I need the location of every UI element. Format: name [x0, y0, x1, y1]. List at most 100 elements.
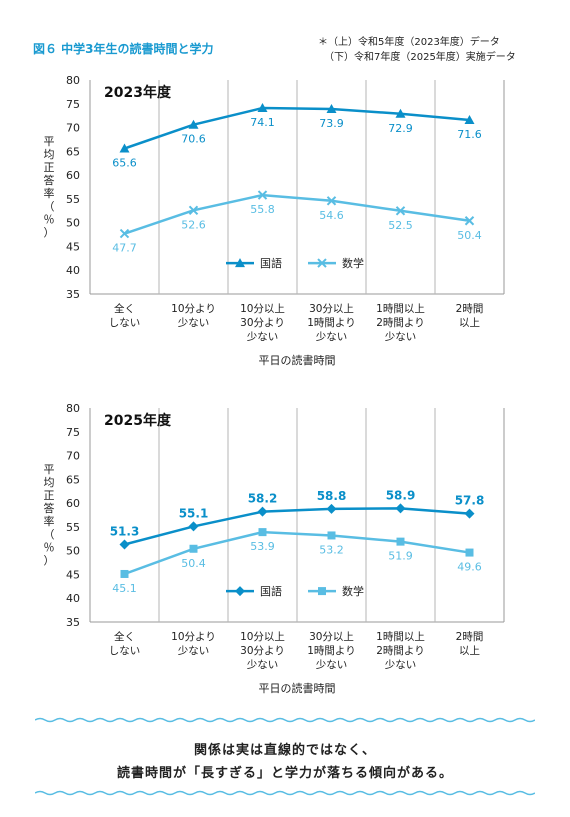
y-tick-label: 75 — [66, 426, 80, 439]
x-tick-label: 1時間より — [307, 645, 355, 657]
x-axis-label: 平日の読書時間 — [259, 353, 336, 367]
data-label: 70.6 — [181, 133, 206, 146]
data-label: 58.9 — [386, 488, 416, 502]
data-point — [464, 114, 475, 124]
legend-label: 数学 — [342, 256, 364, 270]
data-point — [189, 544, 198, 553]
data-point — [120, 569, 129, 578]
y-axis-label-char: 正 — [44, 161, 55, 174]
x-tick-label: しない — [109, 645, 141, 657]
x-tick-label: 10分より — [171, 631, 216, 643]
data-label: 52.6 — [181, 218, 206, 231]
x-tick-label: 1時間以上 — [376, 631, 425, 643]
data-label: 51.9 — [388, 550, 413, 563]
x-tick-label: しない — [109, 317, 141, 329]
x-tick-label: 2時間より — [376, 317, 424, 329]
y-tick-label: 70 — [66, 450, 80, 463]
data-label: 55.8 — [250, 203, 275, 216]
y-axis-label-char: 平 — [44, 463, 55, 476]
data-point-b — [326, 196, 337, 206]
data-point-b — [395, 206, 406, 216]
x-tick-label: 少ない — [247, 331, 279, 343]
data-label: 65.6 — [112, 156, 137, 169]
x-tick-label: 以上 — [459, 645, 480, 657]
y-axis-label-char: 均 — [44, 476, 55, 489]
data-point — [326, 104, 337, 114]
data-label: 50.4 — [181, 557, 206, 570]
legend-marker — [235, 258, 245, 268]
series-line-math — [124, 530, 470, 576]
y-axis-label-char: 答 — [44, 173, 55, 187]
data-point — [257, 103, 268, 113]
data-label: 47.7 — [112, 242, 137, 255]
y-axis-label-char: 答 — [44, 501, 55, 515]
footer-top-wave — [35, 717, 535, 723]
x-tick-label: 10分以上 — [240, 631, 285, 643]
data-point — [188, 521, 199, 532]
x-tick-label: 30分以上 — [309, 303, 354, 315]
legend-marker — [317, 258, 327, 268]
data-point — [119, 143, 130, 153]
x-tick-label: 2時間より — [376, 645, 424, 657]
y-tick-label: 45 — [66, 240, 80, 253]
y-axis-label-char: 率 — [44, 186, 55, 200]
y-axis-label-char: 均 — [44, 148, 55, 161]
legend-marker-b — [317, 258, 327, 268]
x-tick-label: 少ない — [178, 645, 210, 657]
data-label: 72.9 — [388, 122, 413, 135]
y-axis-label-char: 平 — [44, 135, 55, 148]
series-line-japanese — [124, 106, 470, 150]
data-point-b — [257, 190, 268, 200]
x-tick-label: 以上 — [459, 317, 480, 329]
y-tick-label: 60 — [66, 497, 80, 510]
x-tick-label: 全く — [114, 302, 135, 315]
x-tick-label: 1時間以上 — [376, 303, 425, 315]
x-tick-label: 30分以上 — [309, 631, 354, 643]
data-label: 57.8 — [455, 494, 485, 508]
data-label: 52.5 — [388, 219, 413, 232]
data-point-b — [464, 216, 475, 226]
y-axis-label-char: ％ — [44, 541, 55, 554]
x-tick-label: 少ない — [316, 659, 348, 671]
data-point — [464, 508, 475, 519]
y-tick-label: 80 — [66, 74, 80, 87]
data-label: 53.9 — [250, 540, 275, 553]
data-point — [258, 528, 267, 537]
data-point — [326, 196, 337, 206]
data-label: 71.6 — [457, 128, 482, 141]
data-point-b — [188, 205, 199, 216]
legend-marker — [235, 586, 245, 597]
data-point — [326, 503, 337, 514]
y-tick-label: 75 — [66, 98, 80, 111]
data-point — [188, 119, 199, 129]
series-line-math — [124, 193, 470, 235]
footer-bottom-wave — [35, 790, 535, 796]
y-axis-label-char: ） — [44, 226, 55, 239]
x-tick-label: 少ない — [316, 331, 348, 343]
chart-title: 2023年度 — [104, 84, 172, 101]
data-label: 45.1 — [112, 582, 137, 595]
x-axis-label: 平日の読書時間 — [259, 681, 336, 695]
y-axis-label-char: ％ — [44, 213, 55, 226]
x-tick-label: 10分より — [171, 303, 216, 315]
y-tick-label: 55 — [66, 193, 80, 206]
y-tick-label: 35 — [66, 616, 80, 629]
data-label: 55.1 — [179, 506, 209, 520]
data-label: 49.6 — [457, 561, 482, 574]
data-label: 50.4 — [457, 229, 482, 242]
x-tick-label: 30分より — [240, 645, 285, 657]
y-tick-label: 65 — [66, 473, 80, 486]
y-tick-label: 65 — [66, 145, 80, 158]
data-point — [395, 503, 406, 514]
y-tick-label: 60 — [66, 169, 80, 182]
data-label: 58.2 — [248, 492, 278, 506]
legend-label: 国語 — [260, 584, 282, 598]
x-tick-label: 少ない — [385, 659, 417, 671]
y-tick-label: 70 — [66, 122, 80, 135]
x-tick-label: 30分より — [240, 317, 285, 329]
y-tick-label: 55 — [66, 521, 80, 534]
data-point — [395, 108, 406, 118]
data-point — [396, 537, 405, 546]
y-axis-label-char: 率 — [44, 514, 55, 528]
